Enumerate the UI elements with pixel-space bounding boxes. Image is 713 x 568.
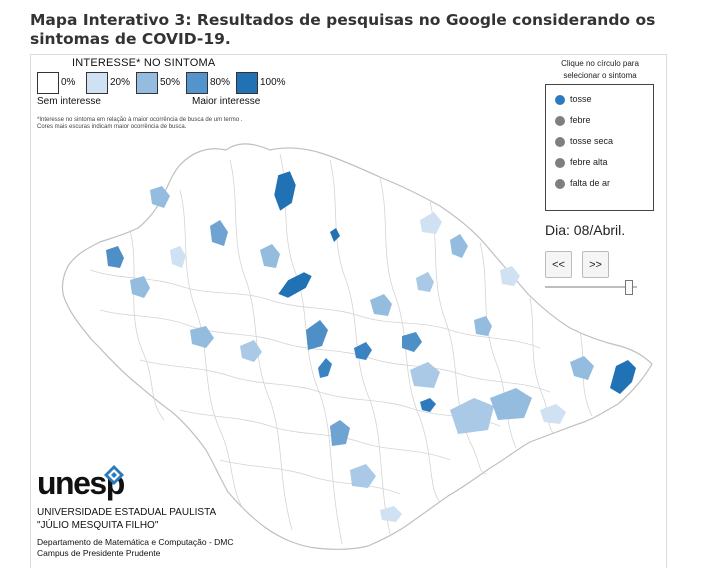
selector-caption-line: selecionar o sintoma <box>563 71 637 80</box>
legend-label: 20% <box>110 77 131 88</box>
department-name: Departamento de Matemática e Computação … <box>37 537 234 547</box>
university-name: UNIVERSIDADE ESTADUAL PAULISTA <box>37 507 217 518</box>
date-slider-handle[interactable] <box>624 280 633 295</box>
selector-caption-line: Clique no círculo para <box>561 59 639 68</box>
legend-swatch <box>86 72 108 94</box>
symptom-label: tosse seca <box>570 136 614 146</box>
legend-label: 80% <box>210 77 231 88</box>
legend-note-line: Cores mais escuras indicam maior ocorrên… <box>37 124 187 130</box>
legend-label: 100% <box>260 77 286 88</box>
page-title: Mapa Interativo 3: Resultados de pesquis… <box>30 11 656 48</box>
legend-low-label: Sem interesse <box>37 96 101 107</box>
legend-note-line: *Interesse no sintoma em relação à maior… <box>37 117 243 123</box>
choropleth-map[interactable] <box>30 130 670 568</box>
legend-title: INTERESSE* NO SINTOMA <box>72 57 216 69</box>
legend-high-label: Maior interesse <box>192 96 261 107</box>
selector-caption: Clique no círculo para selecionar o sint… <box>540 58 660 82</box>
symptom-label: tosse <box>570 94 592 104</box>
legend-note: *Interesse no sintoma em relação à maior… <box>37 117 297 131</box>
date-slider-track[interactable] <box>545 286 637 288</box>
date-label: Dia: 08/Abril. <box>545 222 626 238</box>
previous-day-button[interactable]: << <box>545 251 572 278</box>
legend-label: 50% <box>160 77 181 88</box>
radio-dot-icon[interactable] <box>555 116 565 126</box>
legend-swatch <box>186 72 208 94</box>
symptom-label: falta de ar <box>570 178 611 188</box>
unesp-logo-icon <box>104 465 124 485</box>
legend-swatch <box>236 72 258 94</box>
municipality-highlights <box>106 170 636 522</box>
radio-dot-icon[interactable] <box>555 95 565 105</box>
legend-swatch <box>136 72 158 94</box>
symptom-label: febre alta <box>570 157 608 167</box>
next-day-button[interactable]: >> <box>582 251 609 278</box>
radio-dot-icon[interactable] <box>555 137 565 147</box>
legend-label: 0% <box>61 77 76 88</box>
radio-dot-icon[interactable] <box>555 179 565 189</box>
symptom-label: febre <box>570 115 591 125</box>
legend-swatch <box>37 72 59 94</box>
map-frame <box>30 54 667 568</box>
radio-dot-icon[interactable] <box>555 158 565 168</box>
symptom-selector: tosse febre tosse seca febre alta falta … <box>545 84 654 211</box>
campus-name: Campus de Presidente Prudente <box>37 548 161 558</box>
university-subtitle: "JÚLIO MESQUITA FILHO" <box>37 520 159 531</box>
